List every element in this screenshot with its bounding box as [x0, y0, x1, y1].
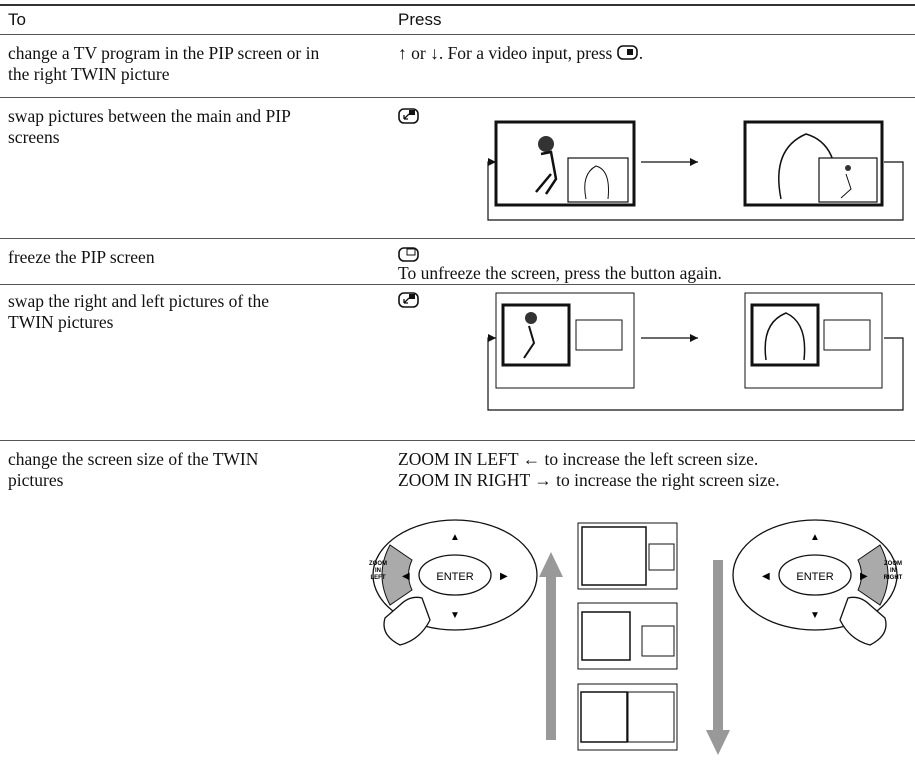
zoom-label: LEFT [371, 575, 386, 581]
zoom-label: ZOOM [884, 561, 902, 567]
top-rule [0, 4, 915, 6]
twin-swap-diagram [398, 292, 904, 411]
row-rule [0, 238, 915, 239]
zoom-diagram: ENTER ▲ ▼ ◀ ▶ ZOOM IN LEFT ENTER ▲ ▼ ◀ ▶ ZOO… [369, 519, 903, 755]
svg-text:▶: ▶ [860, 571, 868, 582]
row-to: freeze the PIP screen [8, 247, 155, 267]
enter-label: ENTER [796, 571, 833, 583]
row-rule [0, 284, 915, 285]
svg-text:▼: ▼ [810, 610, 820, 621]
freeze-icon [398, 247, 419, 262]
row-to: change a TV program in the PIP screen or… [8, 43, 320, 84]
row-rule [0, 34, 915, 35]
press-line: ZOOM IN LEFT ← to increase the left scre… [398, 449, 759, 469]
row-to: swap the right and left pictures of the … [8, 291, 269, 332]
zoom-label: RIGHT [884, 575, 903, 581]
row-press: ↑ or ↓. For a video input, press . [398, 43, 643, 64]
svg-text:▲: ▲ [450, 532, 460, 543]
zoom-label: IN [890, 568, 896, 574]
header-to: To [8, 10, 26, 29]
press-line: ZOOM IN RIGHT → to increase the right sc… [398, 470, 780, 490]
svg-text:◀: ◀ [762, 571, 770, 582]
button-icon [616, 45, 638, 60]
svg-text:▼: ▼ [450, 610, 460, 621]
header-press: Press [398, 10, 442, 29]
swap-diagram [398, 108, 904, 221]
svg-text:◀: ◀ [402, 571, 410, 582]
row-rule [0, 97, 915, 98]
zoom-label: ZOOM [369, 561, 387, 567]
row-rule [0, 440, 915, 441]
row-to: change the screen size of the TWIN pictu… [8, 449, 259, 490]
svg-text:▲: ▲ [810, 532, 820, 543]
row-to: swap pictures between the main and PIP s… [8, 106, 291, 147]
press-text-end: . [638, 43, 644, 63]
zoom-label: IN [375, 568, 381, 574]
svg-text:▶: ▶ [500, 571, 508, 582]
enter-label: ENTER [436, 571, 473, 583]
press-text: ↑ or ↓. For a video input, press [398, 43, 613, 63]
row-press: To unfreeze the screen, press the button… [398, 263, 722, 283]
